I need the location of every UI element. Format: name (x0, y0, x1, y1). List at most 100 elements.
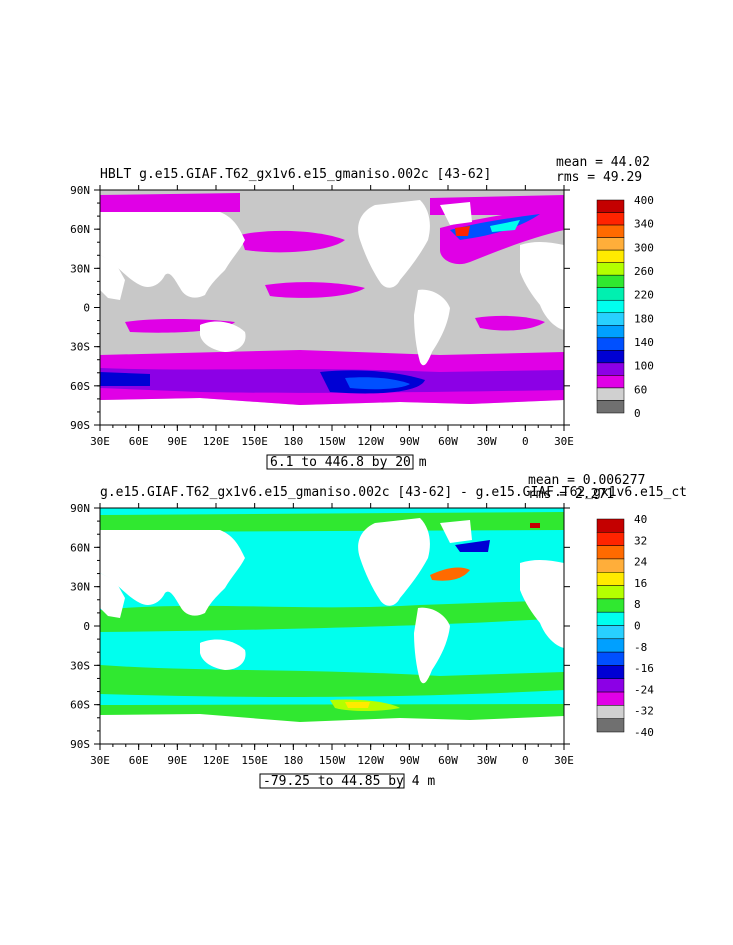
y-tick-label: 0 (83, 302, 90, 315)
map-patch-natl-4 (490, 220, 520, 232)
map-patch-npac (240, 230, 345, 253)
colorbar-label: 400 (634, 194, 654, 207)
colorbar-swatch (596, 274, 625, 288)
x-tick-label: 30E (554, 754, 574, 767)
y-tick-label: 90S (70, 419, 90, 432)
panel-1-range-box (266, 454, 414, 470)
x-tick-label: 90E (167, 754, 187, 767)
map2-land-africa-e (100, 573, 125, 618)
map2-patch-arctic (530, 523, 540, 528)
x-tick-label: 0 (522, 754, 529, 767)
panel-2-axes: 30E 60E 90E 120E 150E 180 150W 120W 90W 60W 30W 0 30… (70, 502, 574, 767)
colorbar-swatch (596, 678, 625, 693)
y-tick-label: 90S (70, 738, 90, 751)
map2-land-asia (100, 530, 245, 616)
colorbar-swatch (596, 518, 625, 533)
panel-2-title: g.e15.GIAF.T62_gx1v6.e15_gmaniso.002c [4… (100, 485, 687, 500)
colorbar-swatch (596, 387, 625, 401)
map-band-arctic (100, 193, 240, 212)
map-patch-natl-3 (455, 226, 470, 236)
y-tick-label: 0 (83, 620, 90, 633)
map2-patch-natl (430, 567, 470, 581)
map2-land-africa (520, 559, 564, 648)
x-tick-label: 90W (399, 435, 419, 448)
colorbar-swatch (596, 638, 625, 653)
panel-1-rms: rms = 49.29 (556, 170, 642, 185)
colorbar-label: 60 (634, 383, 647, 396)
y-tick-label: 90N (70, 502, 90, 515)
colorbar-swatch (596, 558, 625, 573)
map-land-samerica (414, 289, 450, 366)
x-tick-label: 0 (522, 435, 529, 448)
map-band-so-5 (100, 372, 150, 386)
colorbar-swatch (596, 312, 625, 326)
panel-2-colorbar: 40 32 24 16 8 0 -8 -16 -24 -32 -40 (596, 513, 654, 739)
map-land-africa-e (100, 255, 125, 300)
map2-patch-natl-2 (455, 540, 490, 552)
map2-patch-so-2 (345, 702, 370, 708)
colorbar-label: -32 (634, 705, 654, 718)
colorbar-swatch (596, 651, 625, 666)
colorbar-swatch (596, 325, 625, 339)
colorbar-label: 0 (634, 407, 641, 420)
panel-1-map (100, 190, 564, 425)
panel-1-range-label: 6.1 to 446.8 by 20 m (270, 455, 427, 470)
map2-band-eq (100, 600, 564, 632)
colorbar-label: 40 (634, 513, 647, 526)
map-land-greenland (440, 202, 472, 225)
panel-2-map (100, 508, 564, 744)
colorbar-label: 0 (634, 620, 641, 633)
colorbar-label: 180 (634, 312, 654, 325)
colorbar-swatch (596, 199, 625, 213)
colorbar-swatch (596, 287, 625, 301)
colorbar-swatch (596, 224, 625, 238)
colorbar-label: 16 (634, 577, 647, 590)
x-tick-label: 90W (399, 754, 419, 767)
panel-2-range-label: -79.25 to 44.85 by 4 m (263, 774, 435, 789)
map-land-africa (520, 241, 564, 330)
x-tick-label: 120W (357, 754, 384, 767)
x-tick-label: 60W (438, 754, 458, 767)
map-patch-satl (475, 315, 545, 331)
colorbar-label: 220 (634, 289, 654, 302)
colorbar-label: -16 (634, 662, 654, 675)
colorbar-swatch (596, 625, 625, 640)
colorbar-swatch (596, 375, 625, 389)
map2-band-arctic (100, 512, 564, 532)
colorbar-swatch (596, 532, 625, 546)
colorbar-swatch (596, 249, 625, 263)
colorbar-label: -24 (634, 683, 654, 696)
panel-1-mean: mean = 44.02 (556, 155, 650, 170)
map2-land-australia (200, 639, 246, 670)
colorbar-swatch (596, 262, 625, 276)
map-land-australia (200, 321, 246, 352)
map2-band-so (100, 665, 564, 697)
x-tick-label: 120W (357, 435, 384, 448)
colorbar-label: -8 (634, 641, 647, 654)
x-tick-label: 60W (438, 435, 458, 448)
colorbar-swatch (596, 598, 625, 613)
x-tick-label: 30E (554, 435, 574, 448)
colorbar-swatch (596, 572, 625, 586)
x-tick-label: 150E (241, 435, 268, 448)
y-tick-label: 30S (70, 341, 90, 354)
x-tick-label: 120E (203, 754, 230, 767)
x-tick-label: 60E (129, 754, 149, 767)
colorbar-swatch (596, 400, 625, 414)
colorbar-label: 140 (634, 336, 654, 349)
map2-land-antarctica (100, 714, 564, 744)
colorbar-label: 300 (634, 241, 654, 254)
colorbar-label: 32 (634, 534, 647, 547)
x-tick-label: 150W (319, 435, 346, 448)
x-tick-label: 180 (283, 754, 303, 767)
colorbar-swatch (596, 718, 625, 733)
map-land-namerica (358, 200, 430, 288)
colorbar-swatch (596, 545, 625, 560)
map-patch-tropac (265, 282, 365, 298)
x-tick-label: 150E (241, 754, 268, 767)
y-tick-label: 60S (70, 380, 90, 393)
colorbar-swatch (596, 237, 625, 251)
panel-1-title: HBLT g.e15.GIAF.T62_gx1v6.e15_gmaniso.00… (100, 167, 491, 182)
colorbar-label: 8 (634, 598, 641, 611)
colorbar-swatch (596, 585, 625, 600)
